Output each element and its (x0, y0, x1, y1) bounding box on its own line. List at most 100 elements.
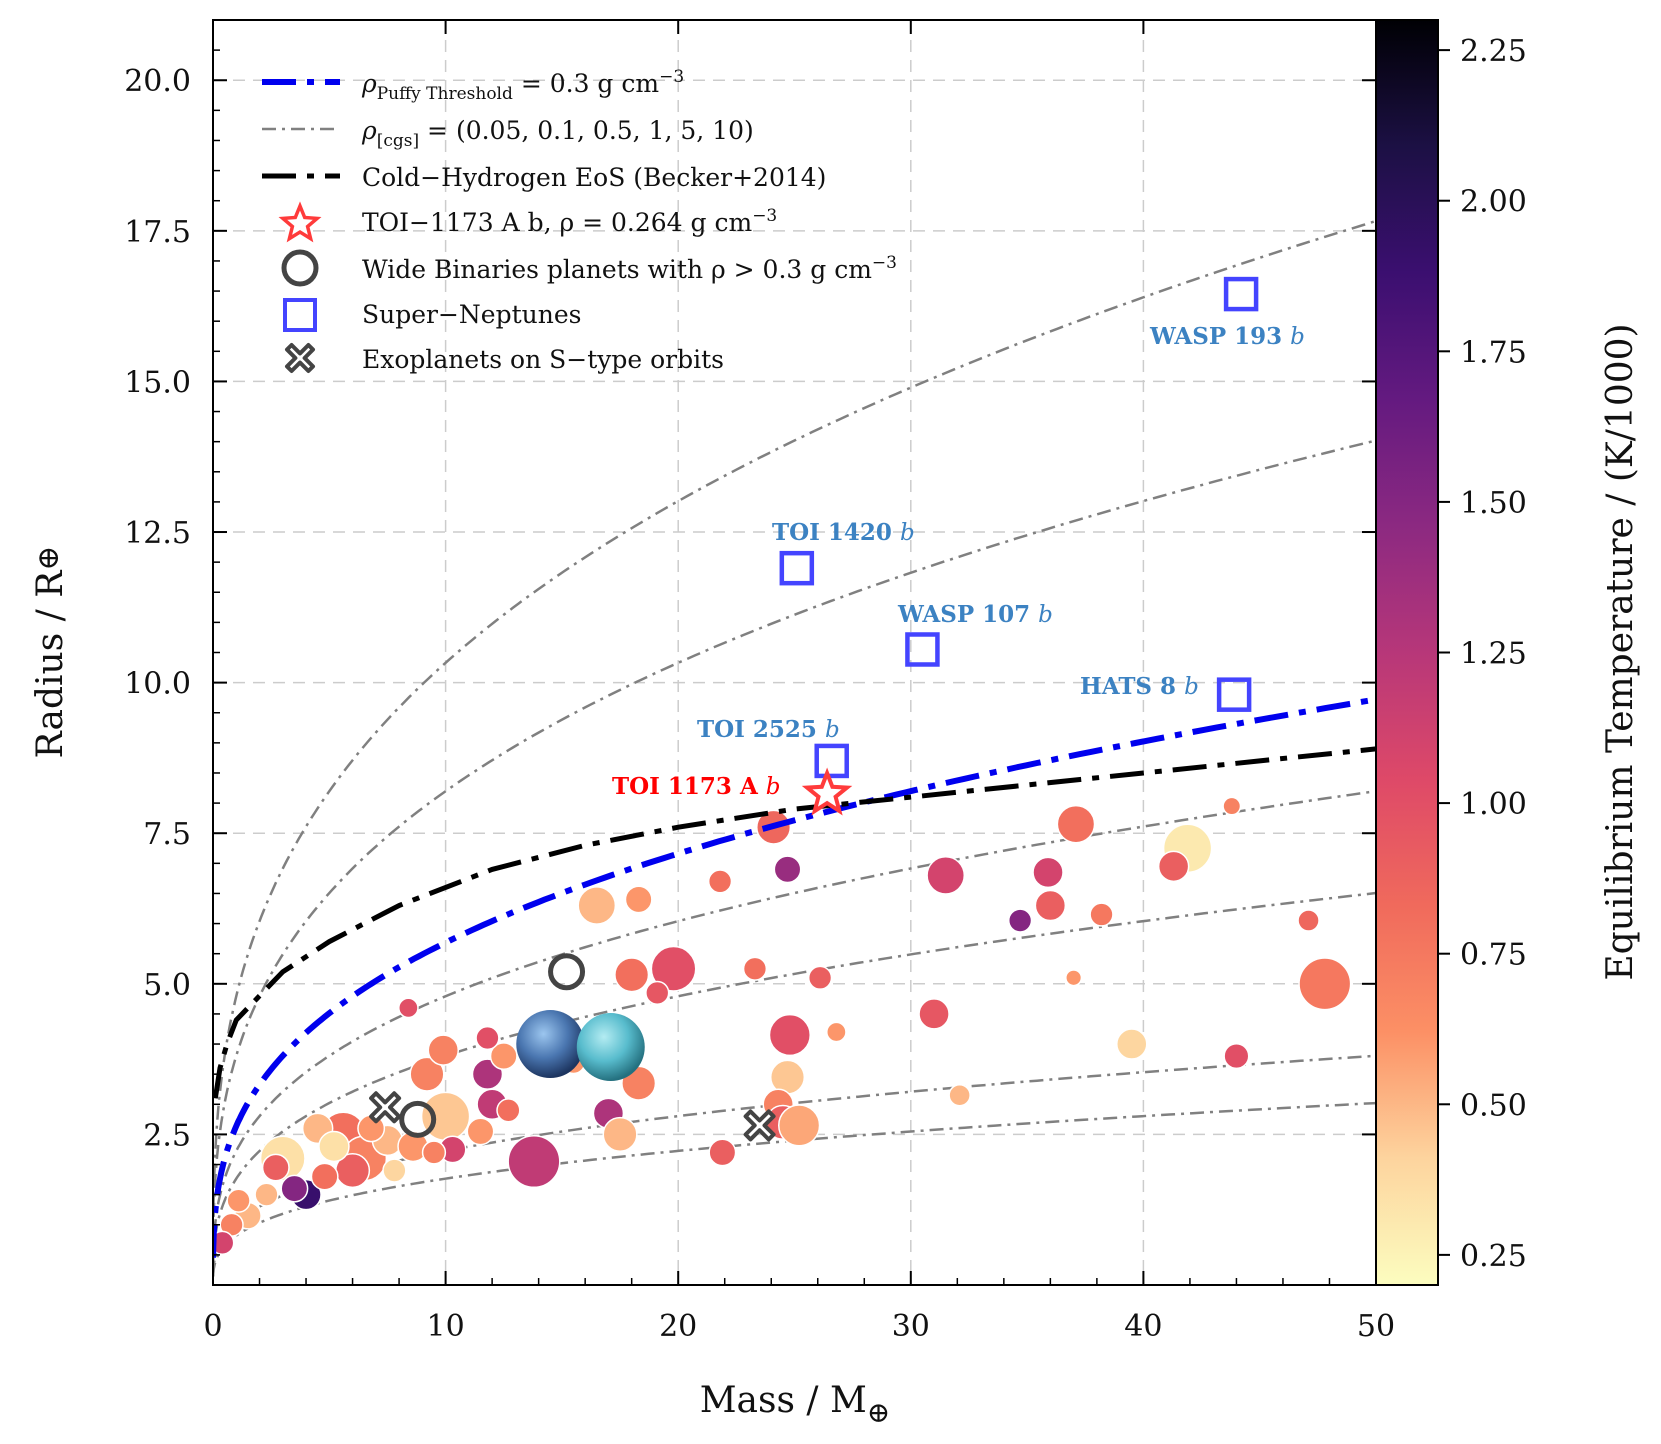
colorbar: 0.25 0.50 0.75 1.00 1.25 1.50 1.75 2.00 … (1375, 19, 1641, 1286)
super-neptune-marker (1216, 677, 1252, 712)
legend-puffy-text: ρPuffy Threshold = 0.3 g cm−3 (361, 67, 684, 104)
planet-point (1157, 850, 1190, 883)
colorbar-tick-label: 1.00 (1460, 787, 1527, 822)
planet-point (708, 1138, 737, 1167)
planet-point (409, 1056, 445, 1092)
colorbar-tick-label: 2.25 (1460, 34, 1527, 69)
wide-binary-marker (399, 1100, 437, 1138)
planet-point (382, 1158, 407, 1183)
wide-binary-marker (548, 953, 586, 991)
planet-points (213, 796, 1352, 1255)
density-curve (213, 439, 1376, 1246)
planet-point (948, 1084, 971, 1107)
planet-point (475, 1025, 500, 1051)
planet-point (1065, 969, 1083, 987)
legend-toi-text: TOI−1173 A b, ρ = 0.264 g cm−3 (362, 206, 777, 237)
annotation-wasp107: WASP 107 b (897, 601, 1053, 628)
density-curve (213, 1101, 1376, 1277)
y-tick-label: 12.5 (124, 516, 191, 551)
legend: ρPuffy Threshold = 0.3 g cm−3 ρ[cgs] = (… (262, 67, 897, 374)
colorbar-tick-label: 0.25 (1460, 1239, 1527, 1274)
legend-sn-text: Super−Neptunes (362, 300, 581, 329)
s-type-marker (369, 1091, 402, 1124)
s-type-marker (743, 1109, 776, 1142)
planet-point (778, 1104, 821, 1147)
planet-point (398, 997, 419, 1019)
colorbar-tick-label: 1.50 (1460, 486, 1527, 521)
toi1173-star-marker (801, 767, 853, 816)
planet-point (602, 1116, 638, 1152)
planet-point (213, 1230, 235, 1255)
colorbar-label: Equilibrium Temperature / (K/1000) (1600, 323, 1641, 980)
density-curve (213, 891, 1376, 1267)
x-tick-label: 40 (1124, 1309, 1162, 1344)
planet-point (614, 957, 650, 993)
neptune-image (516, 1010, 585, 1079)
colorbar-ticks (1438, 49, 1450, 1256)
y-tick-label: 2.5 (143, 1118, 191, 1153)
x-tick-labels: 0 10 20 30 40 50 (203, 1309, 1395, 1344)
planet-point (466, 1117, 495, 1146)
planet-point (1298, 957, 1352, 1011)
x-tick-label: 10 (427, 1309, 465, 1344)
colorbar-tick-label: 2.00 (1460, 185, 1527, 220)
planet-point (707, 869, 733, 894)
legend-square-icon (283, 298, 317, 332)
planet-point (254, 1182, 279, 1207)
planet-point (507, 1134, 561, 1189)
annotation-toi1420: TOI 1420 b (772, 519, 915, 546)
planet-point (427, 1034, 460, 1066)
legend-circle-icon (281, 249, 319, 287)
y-tick-label: 20.0 (124, 64, 191, 99)
x-tick-label: 20 (659, 1309, 697, 1344)
solar-system-planets (516, 1010, 645, 1082)
planet-point (1223, 1043, 1250, 1070)
colorbar-tick-label: 1.25 (1460, 637, 1527, 672)
planet-point (1116, 1028, 1148, 1060)
annotation-wasp193: WASP 193 b (1149, 323, 1305, 350)
planet-point (226, 1188, 251, 1213)
colorbar-tick-label: 0.75 (1460, 938, 1527, 973)
legend-eos-text: Cold−Hydrogen EoS (Becker+2014) (362, 163, 826, 192)
legend-wide-text: Wide Binaries planets with ρ > 0.3 g cm−… (362, 253, 897, 284)
planet-point (826, 1021, 847, 1043)
planet-point (650, 945, 697, 992)
x-tick-label: 30 (892, 1309, 930, 1344)
planet-point (1007, 908, 1033, 933)
planet-point (807, 965, 833, 990)
legend-cross-icon (285, 343, 315, 373)
y-tick-label: 17.5 (124, 215, 191, 250)
planet-point (577, 886, 617, 925)
planet-point (1034, 889, 1067, 922)
annotation-toi2525: TOI 2525 b (697, 716, 840, 743)
y-tick-label: 5.0 (143, 968, 191, 1003)
planet-point (768, 1013, 811, 1057)
density-curve (213, 219, 1376, 1236)
super-neptune-marker (905, 632, 940, 667)
earth-symbol: ⊕ (867, 1396, 890, 1429)
planet-point (742, 956, 768, 981)
planet-point (773, 855, 802, 884)
planet-point (261, 1153, 290, 1182)
planet-point (1056, 804, 1096, 844)
legend-cgs-text: ρ[cgs] = (0.05, 0.1, 0.5, 1, 5, 10) (361, 116, 754, 151)
x-tick-label: 0 (203, 1309, 222, 1344)
planet-point (310, 1162, 339, 1191)
x-tick-label: 50 (1357, 1309, 1395, 1344)
planet-point (496, 1098, 521, 1123)
axis-ticks (212, 20, 1377, 1285)
planet-point (421, 1140, 447, 1165)
planet-point (280, 1174, 309, 1203)
y-tick-label: 10.0 (124, 667, 191, 702)
legend-stype-text: Exoplanets on S−type orbits (362, 345, 724, 374)
puffy-threshold-curve (213, 696, 1376, 1258)
colorbar-tick-label: 1.75 (1460, 335, 1527, 370)
colorbar-tick-label: 0.50 (1460, 1088, 1527, 1123)
planet-point (318, 1130, 350, 1163)
super-neptune-marker (1223, 276, 1259, 312)
colorbar-gradient (1375, 19, 1439, 1286)
